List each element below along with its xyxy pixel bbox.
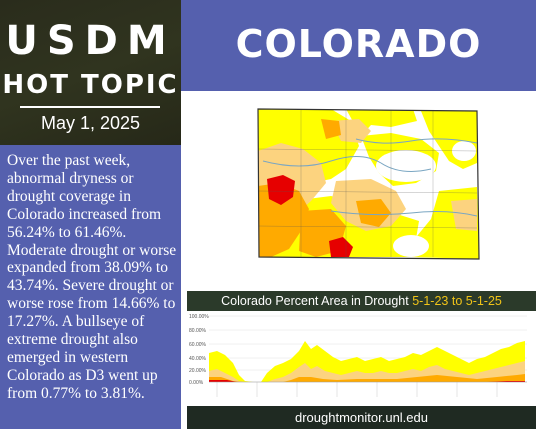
percent-area-chart-svg: 100.00% 80.00% 60.00% 40.00% 20.00% 0.00… xyxy=(189,314,527,397)
x-axis-ticks xyxy=(216,382,498,397)
y-tick-label: 60.00% xyxy=(189,342,207,348)
map-no-drought-plains xyxy=(376,150,436,182)
colorado-state-border xyxy=(257,108,480,260)
map-d1-north xyxy=(331,119,371,143)
map-d1-east xyxy=(451,199,477,231)
chart-title: Colorado Percent Area in Drought 5-1-23 … xyxy=(187,294,536,308)
state-title: COLORADO xyxy=(235,22,482,66)
title-block: USDM HOT TOPIC May 1, 2025 xyxy=(0,0,181,145)
title-divider xyxy=(20,106,160,108)
percent-area-chart: 100.00% 80.00% 60.00% 40.00% 20.00% 0.00… xyxy=(187,311,536,406)
map-river xyxy=(262,156,432,172)
map-county-lines xyxy=(258,109,478,257)
chart-date-range: 5-1-23 to 5-1-25 xyxy=(412,294,502,308)
drought-map xyxy=(181,91,536,289)
map-d2-north xyxy=(321,119,341,139)
map-d2-central xyxy=(356,199,391,227)
y-tick-label: 20.00% xyxy=(189,368,207,374)
y-tick-label: 100.00% xyxy=(189,314,209,320)
map-river xyxy=(330,210,478,217)
map-d3-south xyxy=(329,237,353,257)
map-no-drought-southeast xyxy=(393,235,429,257)
y-tick-label: 0.00% xyxy=(189,380,204,386)
colorado-drought-map xyxy=(257,108,480,260)
chart-area-d2 xyxy=(209,374,525,382)
y-tick-label: 40.00% xyxy=(189,356,207,362)
state-header: COLORADO xyxy=(181,0,536,91)
usdm-logo-text: USDM xyxy=(5,18,176,64)
date-label: May 1, 2025 xyxy=(40,113,141,133)
footer-url[interactable]: droughtmonitor.unl.edu xyxy=(295,410,428,425)
footer: droughtmonitor.unl.edu xyxy=(187,406,536,429)
left-panel: USDM HOT TOPIC May 1, 2025 Over the past… xyxy=(0,0,181,429)
map-d3-west xyxy=(267,175,295,205)
map-river xyxy=(355,138,478,144)
map-d2-southwest xyxy=(258,183,309,257)
y-tick-label: 80.00% xyxy=(189,328,207,334)
chart-title-banner: Colorado Percent Area in Drought 5-1-23 … xyxy=(187,291,536,311)
summary-text: Over the past week, abnormal dryness or … xyxy=(7,152,177,402)
hot-topic-label: HOT TOPIC xyxy=(2,70,179,100)
chart-title-text: Colorado Percent Area in Drought xyxy=(221,294,409,308)
